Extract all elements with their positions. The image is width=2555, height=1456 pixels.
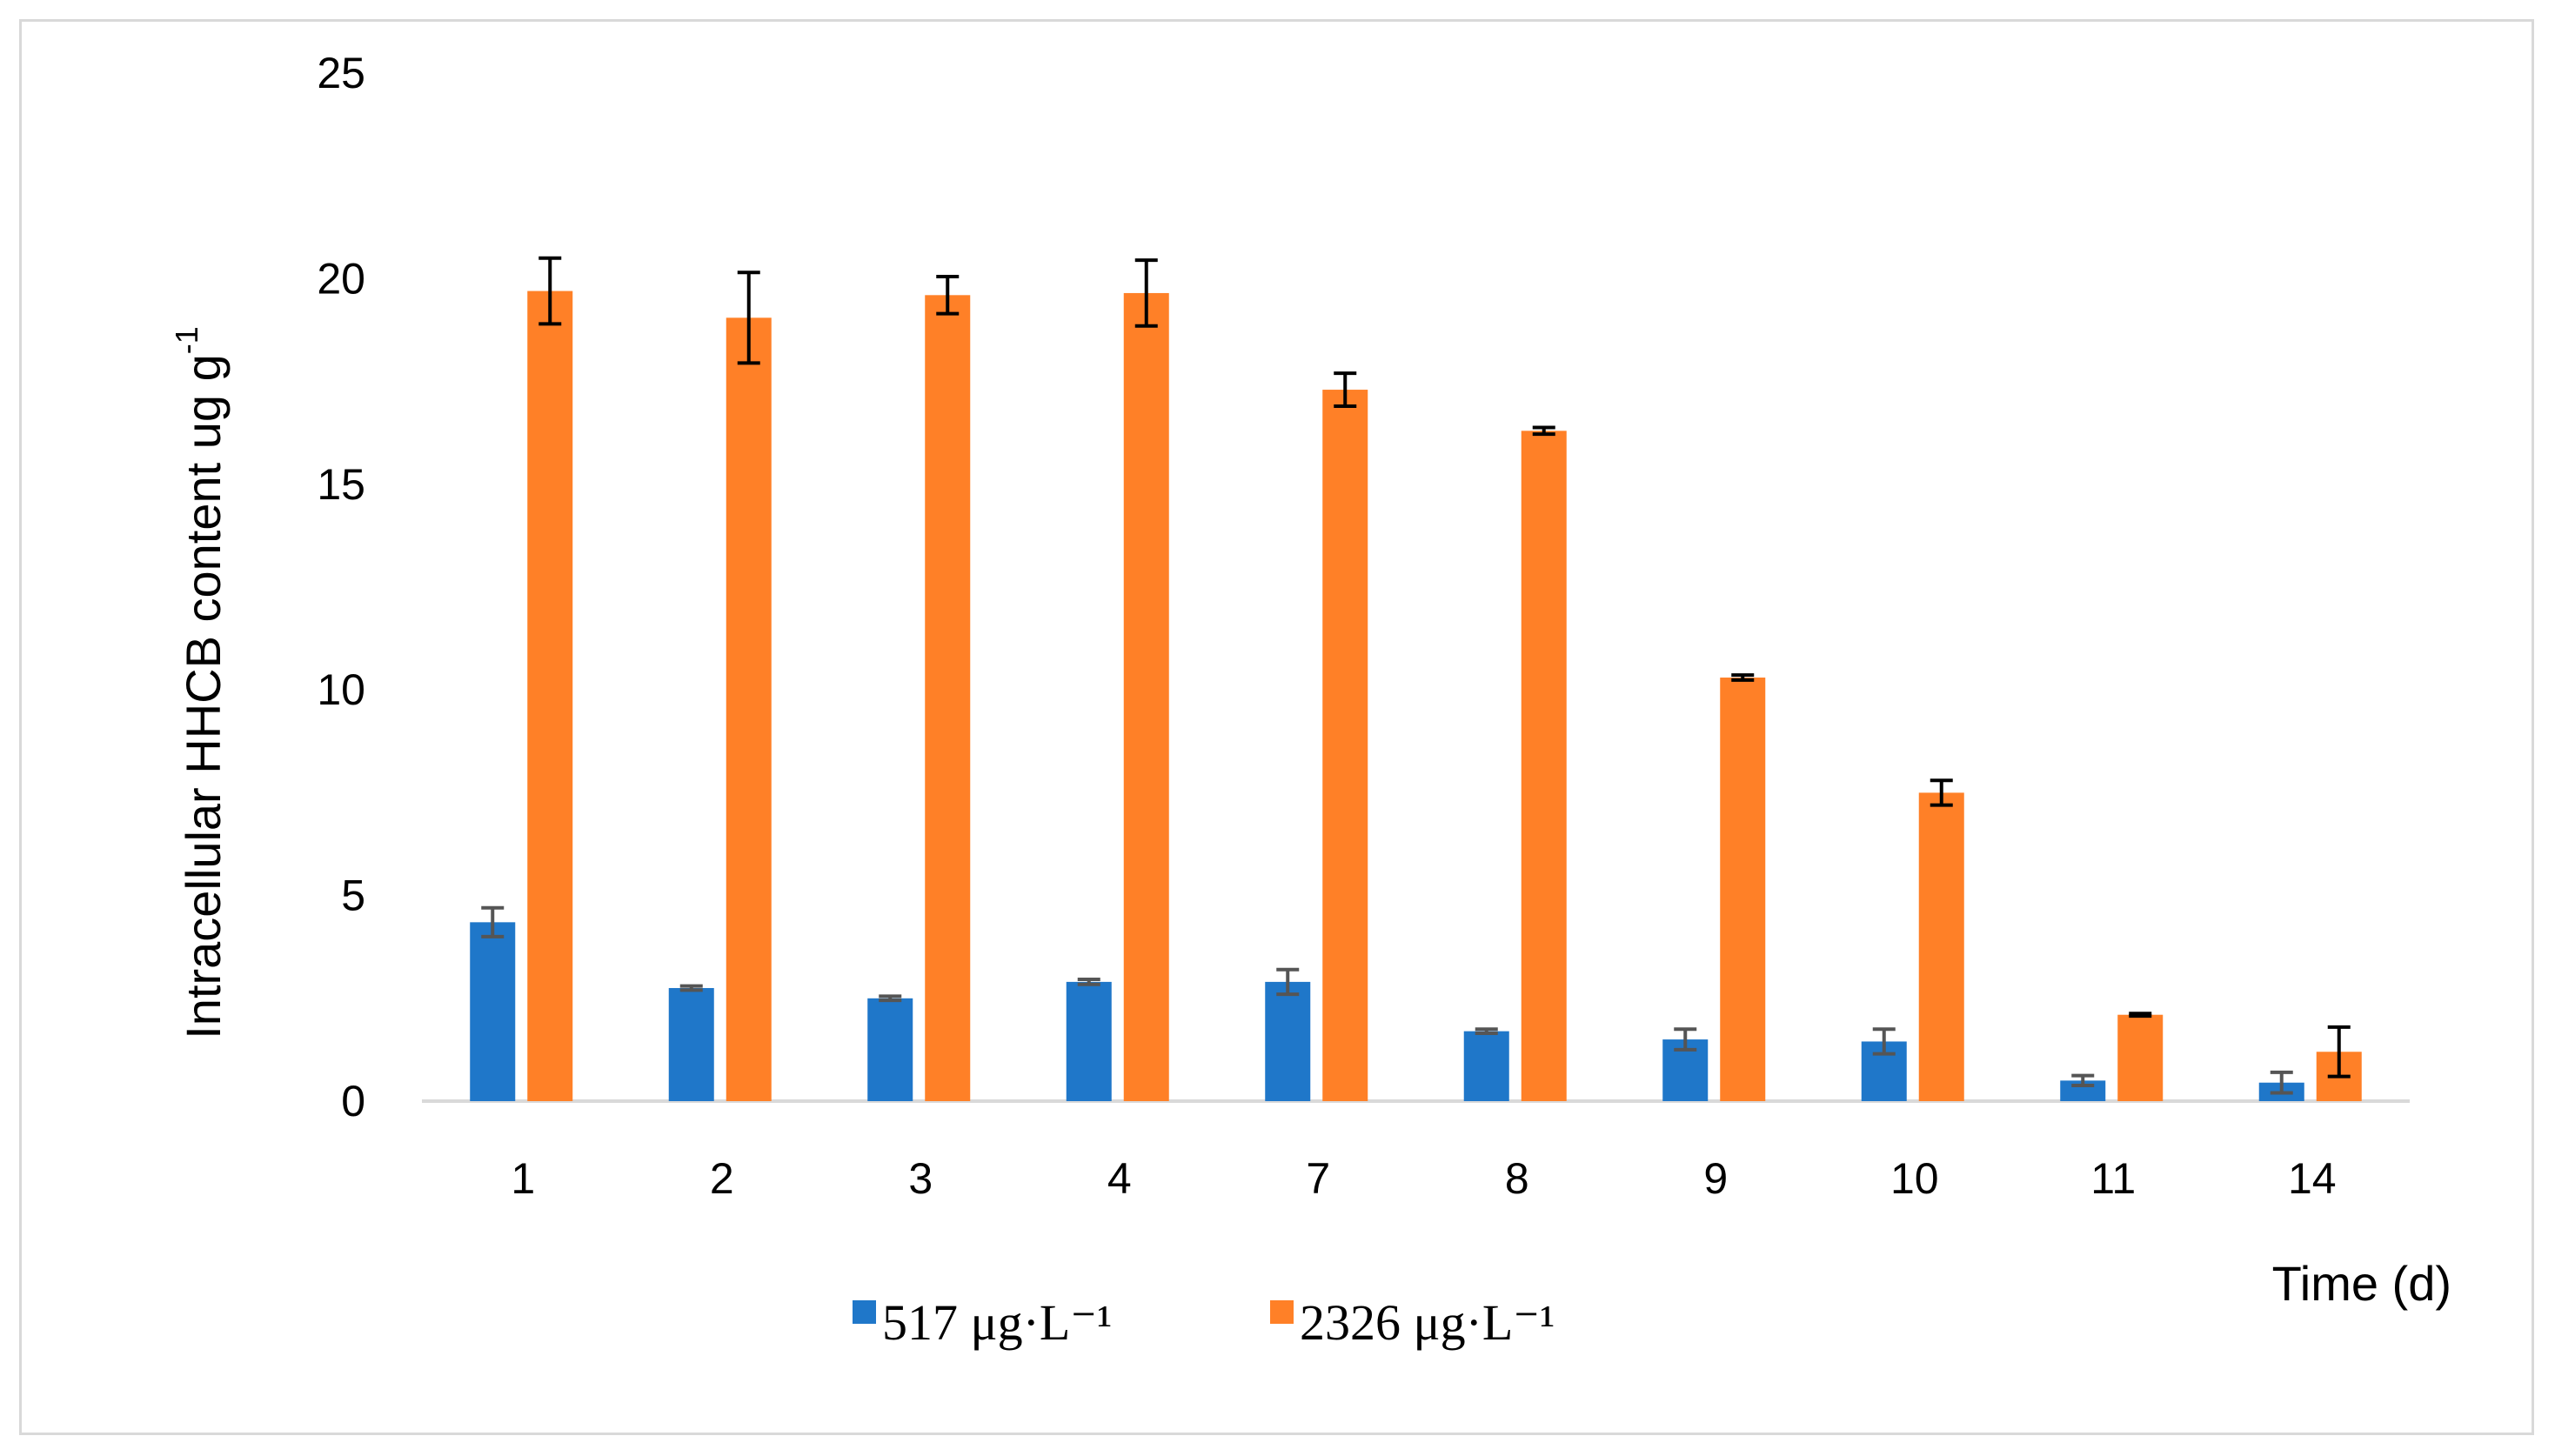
y-axis-title-main: Intracellular HHCB content ug g [176, 354, 231, 1039]
y-tick-label: 25 [317, 49, 365, 97]
bar-series2-3 [925, 295, 971, 1101]
y-tick-label: 0 [341, 1077, 365, 1125]
legend: 517 μg·L⁻¹ 2326 μg·L⁻¹ [853, 1294, 1555, 1351]
legend-label-1: 517 μg·L⁻¹ [882, 1294, 1112, 1351]
bar-series1-3 [867, 998, 913, 1101]
bar-series1-4 [1066, 981, 1112, 1101]
bar-series2-10 [1918, 792, 1964, 1101]
x-tick-label: 7 [1306, 1154, 1330, 1203]
x-tick-label: 1 [511, 1154, 535, 1203]
bar-series1-1 [470, 922, 516, 1101]
x-tick-label: 14 [2288, 1154, 2337, 1203]
x-tick-label: 3 [908, 1154, 933, 1203]
bars-layer [470, 291, 2362, 1102]
x-tick-label: 9 [1703, 1154, 1728, 1203]
legend-label-2: 2326 μg·L⁻¹ [1300, 1294, 1555, 1351]
x-tick-label: 11 [2090, 1154, 2136, 1203]
bar-series1-7 [1265, 981, 1311, 1101]
x-axis-ticks: 1 2 3 4 7 8 9 10 11 14 [511, 1154, 2336, 1203]
bar-series2-7 [1322, 390, 1368, 1101]
x-tick-label: 4 [1107, 1154, 1132, 1203]
x-axis-title: Time (d) [2272, 1256, 2451, 1311]
error-bars-layer [481, 256, 2351, 1095]
y-tick-label: 10 [317, 665, 365, 714]
x-tick-label: 2 [710, 1154, 734, 1203]
y-tick-label: 20 [317, 254, 365, 303]
x-tick-label: 8 [1505, 1154, 1529, 1203]
y-axis-ticks: 0 5 10 15 20 25 [317, 49, 365, 1125]
legend-swatch-1 [853, 1300, 876, 1324]
bar-series2-4 [1123, 292, 1169, 1101]
bar-series2-8 [1521, 431, 1567, 1101]
bar-series2-9 [1720, 678, 1766, 1101]
y-axis-title: Intracellular HHCB content ug g-1 [169, 326, 231, 1039]
bar-series2-11 [2117, 1014, 2164, 1101]
x-tick-label: 10 [1890, 1154, 1939, 1203]
y-axis-title-superscript: -1 [169, 326, 204, 354]
chart-frame [19, 19, 2534, 1435]
bar-series1-8 [1463, 1031, 1509, 1101]
y-tick-label: 15 [317, 460, 365, 509]
bar-series2-2 [726, 317, 772, 1101]
y-tick-label: 5 [341, 872, 365, 920]
legend-swatch-2 [1270, 1300, 1294, 1324]
bar-series1-2 [668, 987, 714, 1101]
bar-series2-1 [527, 291, 573, 1102]
